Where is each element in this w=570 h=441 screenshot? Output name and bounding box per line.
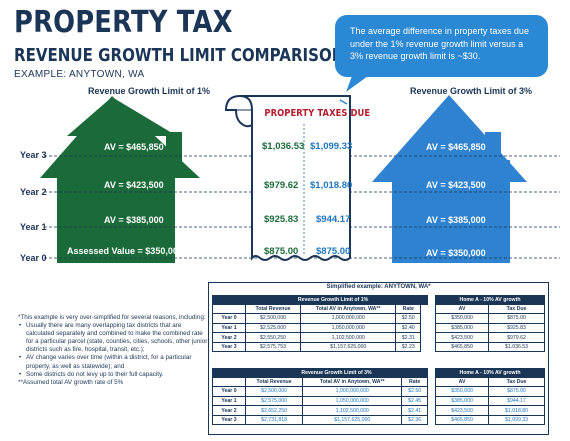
receipt-left-year3: $1,036.53 <box>262 141 305 152</box>
notes-bullet-3: Some districts do not levy up to their f… <box>18 371 208 379</box>
example-label: EXAMPLE: ANYTOWN, WA <box>14 69 145 80</box>
notes-bullet-1: Usually there are many overlapping tax d… <box>18 322 208 354</box>
left-av-year1: AV = $385,000 <box>104 215 164 225</box>
table-row: $385,000 $944.17 <box>434 395 545 407</box>
table-row: $350,000 $875.00 <box>434 386 545 397</box>
table-row: $385,000 $925.83 <box>434 322 545 334</box>
notes-list: Usually there are many overlapping tax d… <box>18 322 208 379</box>
table-title: Simplified example: ANYTOWN, WA* <box>326 284 431 290</box>
section1-col-rate: Rate <box>395 303 422 315</box>
section1-col-total-av: Total AV in Anytown, WA** <box>299 303 397 315</box>
section2-header: Revenue Growth Limit of 3% <box>245 368 428 378</box>
table-row: Year 0 $2,500,000 1,000,000,000 $2.50 <box>212 313 428 324</box>
receipt-right-year1: $944.17 <box>316 214 351 225</box>
receipt-right-year2: $1,018.80 <box>310 180 353 191</box>
table-row: Year 2 $2,550,250 1,102,500,000 $2.31 <box>212 332 428 343</box>
page-subtitle: REVENUE GROWTH LIMIT COMPARISON <box>14 46 345 66</box>
comparison-table: Simplified example: ANYTOWN, WA* Revenue… <box>208 282 549 435</box>
year-label-2: Year 2 <box>20 187 47 197</box>
receipt-left-year2: $979.62 <box>264 180 299 191</box>
receipt-left-year1: $925.83 <box>264 214 299 225</box>
table-row: Year 3 $2,731,818 $1,157,625,000 $2.36 <box>212 414 428 426</box>
receipt-right-year0: $875.00 <box>316 246 351 257</box>
section2-col-rate: Rate <box>401 376 428 388</box>
summary-callout: The average difference in property taxes… <box>335 15 548 77</box>
table-row: $423,500 $979.62 <box>434 332 545 343</box>
table-section-2: Revenue Growth Limit of 3% Total Revenue… <box>212 368 428 426</box>
right-av-year2: AV = $423,500 <box>426 180 486 190</box>
section1-header: Revenue Growth Limit of 1% <box>244 295 422 305</box>
right-house-label: Revenue Growth Limit of 3% <box>410 86 533 96</box>
left-av-year2: AV = $423,500 <box>104 180 164 190</box>
page-title: PROPERTY TAX <box>14 5 233 40</box>
table-section-2-home: Home A - 10% AV growth AV Tax Due $350,00… <box>434 368 545 426</box>
table-section-1: Revenue Growth Limit of 1% Total Revenue… <box>212 295 428 353</box>
table-row: $350,000 $875.00 <box>434 313 545 324</box>
callout-tail <box>346 76 368 92</box>
left-house-label: Revenue Growth Limit of 1% <box>88 86 211 96</box>
right-av-year1: AV = $385,000 <box>426 215 486 225</box>
section1-col-total-revenue: Total Revenue <box>245 303 301 315</box>
left-av-year3: AV = $465,850 <box>104 142 164 152</box>
receipt-right-year3: $1,099.33 <box>310 141 353 152</box>
section2-home-header: Home A - 10% AV growth <box>435 368 545 378</box>
notes-intro: *This example is very over-simplified fo… <box>18 314 206 321</box>
section2-col-total-av: Total AV in Anytown, WA** <box>302 376 403 388</box>
right-av-year3: AV = $465,850 <box>426 142 486 152</box>
year-label-0: Year 0 <box>20 253 47 263</box>
table-row: Year 3 $2,575,753 $1,157,625,000 $2.23 <box>212 341 428 353</box>
footnotes: *This example is very over-simplified fo… <box>18 314 208 387</box>
table-row: $465,850 $1,099.33 <box>434 414 545 426</box>
section2-col-total-revenue: Total Revenue <box>244 376 304 388</box>
table-row: $423,500 $1,018.80 <box>434 405 545 416</box>
table-row: Year 1 $2,525,000 1,050,000,000 $2.40 <box>212 322 428 334</box>
notes-footer: **Assumed total AV growth rate of 5% <box>18 378 124 386</box>
table-row: Year 1 $2,575,000 1,050,000,000 $2.45 <box>212 395 428 407</box>
table-row: Year 2 $2,652,250 1,102,500,000 $2.41 <box>212 405 428 416</box>
receipt-title: PROPERTY TAXES DUE <box>264 108 371 119</box>
green-house-icon <box>40 96 200 263</box>
table-row: $465,850 $1,036.53 <box>434 341 545 353</box>
year-label-1: Year 1 <box>20 222 47 232</box>
receipt-left-year0: $875.00 <box>264 246 299 257</box>
section1-home-header: Home A - 10% AV growth <box>435 295 545 305</box>
blue-house-icon <box>372 95 527 263</box>
right-av-year0: AV = $350,000 <box>426 248 486 258</box>
table-row: Year 0 $2,500,000 1,000,000,000 $2.50 <box>212 386 428 397</box>
left-av-year0: Assessed Value = $350,000 <box>67 246 183 256</box>
year-label-3: Year 3 <box>20 150 47 160</box>
table-section-1-home: Home A - 10% AV growth AV Tax Due $350,00… <box>434 295 545 353</box>
receipt-icon <box>224 94 351 261</box>
notes-bullet-2: AV change varies over time (within a dis… <box>18 354 208 370</box>
